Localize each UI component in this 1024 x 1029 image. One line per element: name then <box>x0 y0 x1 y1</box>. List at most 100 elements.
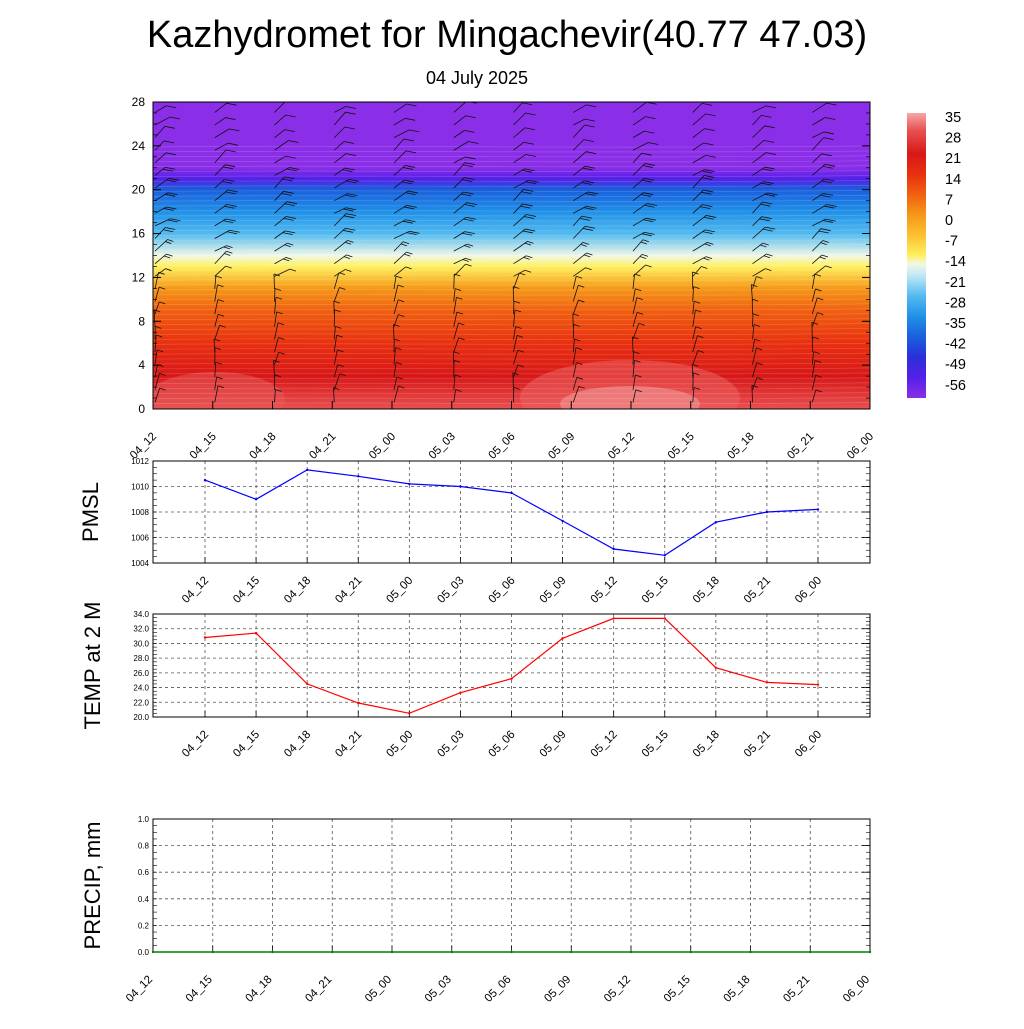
y-tick-label: 24.0 <box>133 684 149 693</box>
x-tick-label: 04_15 <box>231 575 262 606</box>
wind-barb-staff <box>872 272 873 289</box>
x-tick-label: 05_06 <box>487 575 518 606</box>
data-point <box>613 617 615 619</box>
wind-barb-flag <box>884 218 894 220</box>
y-tick-label: 1.0 <box>138 815 150 824</box>
colorbar-fill <box>907 113 926 398</box>
data-point <box>510 678 512 680</box>
colorbar-label: -42 <box>945 337 966 353</box>
y-tick-label: 28 <box>132 95 146 109</box>
colorbar-label: -21 <box>945 275 966 291</box>
colorbar-label: 7 <box>945 192 953 208</box>
x-tick-label: 04_21 <box>307 431 338 462</box>
x-tick-label: 05_00 <box>363 974 394 1005</box>
wind-barb-staff <box>872 205 882 213</box>
x-tick-label: 05_00 <box>384 729 415 760</box>
x-tick-label: 04_18 <box>282 575 313 606</box>
colorbar-label: -56 <box>945 378 966 394</box>
data-point <box>510 951 512 953</box>
wind-barb-flag <box>880 255 886 257</box>
data-point <box>869 951 871 953</box>
wind-barb-flag <box>872 350 878 352</box>
data-point <box>408 483 410 485</box>
wind-barb-flag <box>882 205 892 207</box>
colorbar-label: -35 <box>945 316 966 332</box>
data-point <box>459 485 461 487</box>
x-tick-label: 05_09 <box>538 729 569 760</box>
data-point <box>766 511 768 513</box>
x-tick-label: 05_06 <box>483 974 514 1005</box>
x-tick-label: 04_18 <box>244 974 275 1005</box>
x-tick-label: 05_21 <box>785 431 816 462</box>
x-tick-label: 05_09 <box>542 974 573 1005</box>
colorbar-label: 14 <box>945 172 961 188</box>
data-point <box>459 692 461 694</box>
wind-barb-flag <box>884 176 894 178</box>
x-tick-label: 04_15 <box>184 974 215 1005</box>
data-point <box>204 636 206 638</box>
data-point <box>817 683 819 685</box>
wind-barb-flag <box>883 144 893 146</box>
x-tick-label: 05_18 <box>691 575 722 606</box>
data-point <box>664 617 666 619</box>
y-tick-label: 12 <box>132 270 146 284</box>
x-tick-label: 05_09 <box>538 575 569 606</box>
x-tick-label: 05_15 <box>640 729 671 760</box>
x-tick-label: 05_18 <box>691 729 722 760</box>
x-tick-label: 04_21 <box>303 974 334 1005</box>
y-tick-label: 32.0 <box>133 625 149 634</box>
wind-barb-staff <box>872 336 878 352</box>
wind-barb-staff <box>872 104 882 112</box>
warm-core-contour <box>560 386 700 422</box>
wind-barb-staff <box>872 373 874 390</box>
data-point <box>255 498 257 500</box>
y-tick-label: 16 <box>132 227 146 241</box>
colorbar-label: -49 <box>945 357 966 373</box>
x-tick-label: 06_00 <box>793 575 824 606</box>
data-point <box>357 475 359 477</box>
data-point <box>451 951 453 953</box>
x-tick-label: 05_15 <box>666 431 697 462</box>
wind-barb-staff <box>872 327 876 339</box>
x-tick-label: 05_21 <box>781 974 812 1005</box>
wind-barb-staff <box>872 176 884 188</box>
y-tick-label: 20.0 <box>133 713 149 722</box>
y-tick-label: 1008 <box>131 508 149 517</box>
data-point <box>152 951 154 953</box>
x-tick-label: 05_03 <box>423 974 454 1005</box>
data-point <box>204 479 206 481</box>
x-tick-label: 05_03 <box>435 575 466 606</box>
x-tick-label: 05_18 <box>722 974 753 1005</box>
wind-barb-flag <box>874 388 880 390</box>
wind-barb-flag <box>882 252 888 254</box>
data-point <box>817 508 819 510</box>
y-tick-label: 20 <box>132 183 146 197</box>
x-tick-label: 05_03 <box>427 431 458 462</box>
data-point <box>809 951 811 953</box>
wind-barb-staff <box>872 129 885 137</box>
wind-barb-flag <box>886 115 896 117</box>
x-tick-label: 05_09 <box>546 431 577 462</box>
data-point <box>749 951 751 953</box>
data-point <box>715 667 717 669</box>
y-tick-label: 0.6 <box>138 868 150 877</box>
data-point <box>212 951 214 953</box>
wind-barb-staff <box>872 191 883 201</box>
wind-barb-staff <box>274 274 275 289</box>
data-point <box>306 683 308 685</box>
x-tick-label: 05_12 <box>602 974 633 1005</box>
x-tick-label: 06_00 <box>841 974 872 1005</box>
x-tick-label: 04_18 <box>282 729 313 760</box>
y-tick-label: 30.0 <box>133 639 149 648</box>
wind-barb-flag <box>876 327 882 329</box>
wind-barb-flag <box>874 301 880 303</box>
wind-barb-flag <box>881 166 891 168</box>
wind-barb-staff <box>872 388 874 403</box>
wind-barb-staff <box>872 287 874 302</box>
wind-barb-flag <box>887 243 893 245</box>
y-axis-label: PMSL <box>78 482 103 542</box>
